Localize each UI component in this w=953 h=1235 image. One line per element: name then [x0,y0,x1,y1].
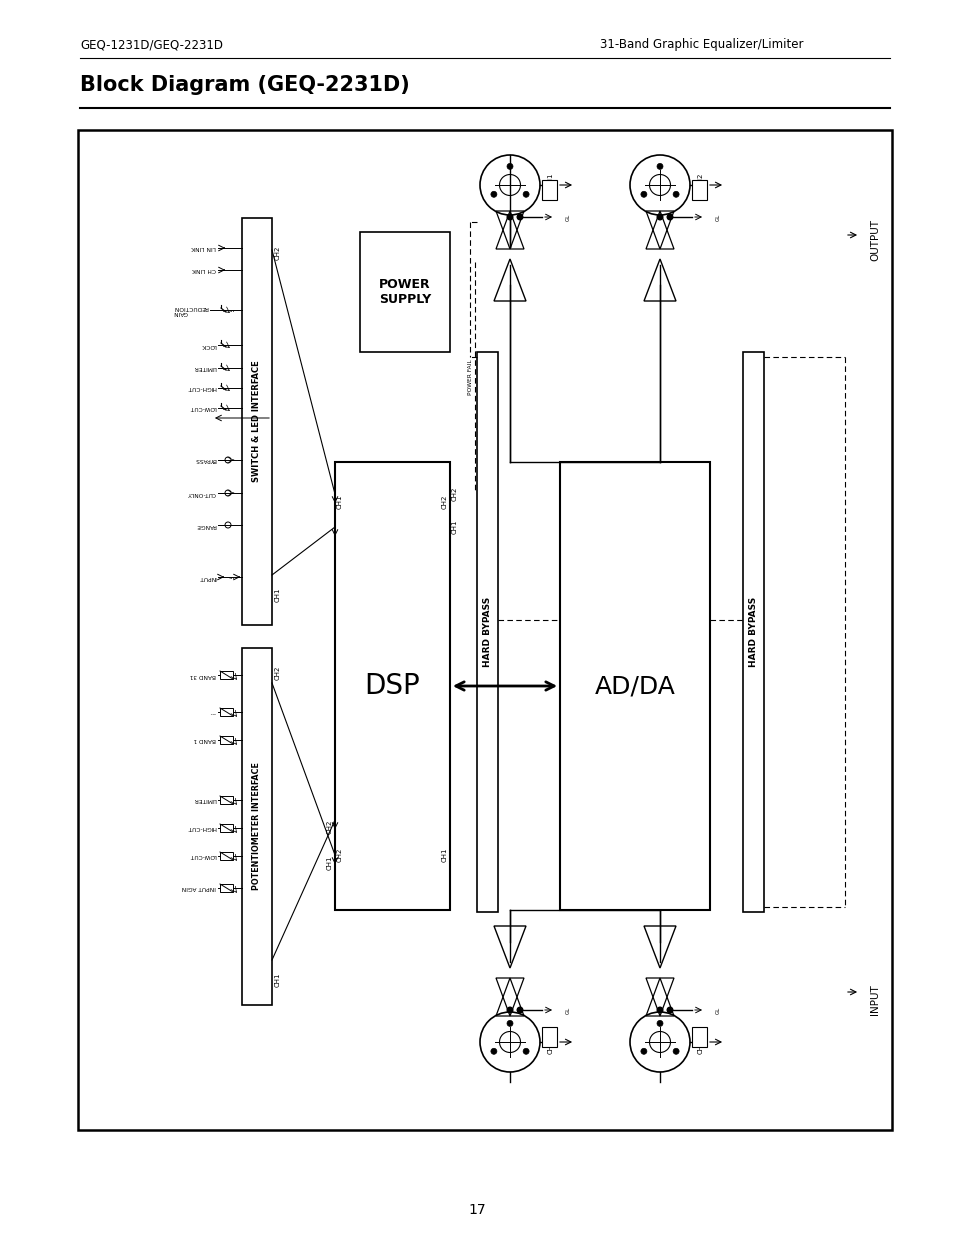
Text: CUT-ONLY: CUT-ONLY [187,490,215,495]
Bar [359,232,450,352]
Bar [335,462,450,910]
Bar [242,648,272,1005]
Text: ...: ... [228,308,234,312]
Text: BYPASS: BYPASS [193,457,215,462]
Circle shape [506,1007,513,1014]
Bar [559,462,709,910]
Text: GEQ-1231D/GEQ-2231D: GEQ-1231D/GEQ-2231D [80,38,223,51]
Text: ---: --- [210,709,215,715]
Bar [691,1028,706,1047]
Text: INPUT AGIN: INPUT AGIN [182,885,215,890]
Circle shape [516,214,523,221]
Bar [476,352,497,911]
Text: HIGH-CUT: HIGH-CUT [187,825,215,830]
Text: INPUT: INPUT [869,984,879,1015]
Text: POWER
SUPPLY: POWER SUPPLY [378,278,431,306]
Text: CH1: CH1 [336,495,343,509]
Text: CH1: CH1 [547,1040,554,1055]
Circle shape [506,214,513,221]
Bar [242,219,272,625]
Text: CH2: CH2 [274,666,281,680]
Circle shape [640,191,646,198]
Text: CH2: CH2 [441,495,448,509]
Text: AD/DA: AD/DA [594,674,675,698]
Circle shape [506,163,513,169]
Circle shape [516,1007,523,1014]
Text: POTENTIOMETER INTERFACE: POTENTIOMETER INTERFACE [253,762,261,890]
Bar [220,671,233,679]
Text: CH1: CH1 [547,173,554,188]
Circle shape [491,191,497,198]
Text: GL: GL [716,214,720,221]
Text: LOW-CUT: LOW-CUT [189,853,215,858]
Text: INPUT: INPUT [198,574,215,579]
Text: CH2: CH2 [274,246,281,261]
Bar [541,1028,557,1047]
Circle shape [673,191,679,198]
Bar [220,884,233,892]
Text: CH1: CH1 [274,588,281,603]
Text: CH2: CH2 [452,487,457,501]
Text: GL: GL [565,214,571,221]
Text: HARD BYPASS: HARD BYPASS [748,597,758,667]
Text: OUTPUT: OUTPUT [869,219,879,261]
Text: CH2: CH2 [698,1040,703,1055]
Text: GL: GL [565,1007,571,1014]
Bar [78,130,891,1130]
Text: CH1: CH1 [441,847,448,862]
Text: RANGE: RANGE [195,522,215,527]
Text: 17: 17 [468,1203,485,1216]
Text: LIN LINK: LIN LINK [191,246,215,251]
Text: CH LINK: CH LINK [192,268,215,273]
Text: SWITCH & LED INTERFACE: SWITCH & LED INTERFACE [253,361,261,483]
Text: LIMITER: LIMITER [193,798,215,803]
Circle shape [657,1020,662,1026]
Circle shape [666,214,673,221]
Text: POWER FAIL: POWER FAIL [468,359,473,395]
Text: CH2: CH2 [336,847,343,862]
Bar [220,852,233,860]
Text: GL: GL [716,1007,720,1014]
Circle shape [640,1049,646,1055]
Bar [220,736,233,743]
Text: BAND 31: BAND 31 [190,673,215,678]
Text: CH2: CH2 [698,173,703,188]
Circle shape [522,191,529,198]
Text: BAND 1: BAND 1 [193,737,215,742]
Bar [742,352,763,911]
Circle shape [656,214,662,221]
Circle shape [666,1007,673,1014]
Bar [541,180,557,200]
Circle shape [656,1007,662,1014]
Bar [220,708,233,716]
Text: CH1: CH1 [274,973,281,987]
Text: DSP: DSP [364,672,420,700]
Text: CH1: CH1 [452,520,457,535]
Text: ...: ... [228,574,234,580]
Circle shape [506,1020,513,1026]
Circle shape [657,163,662,169]
Circle shape [522,1049,529,1055]
Bar [220,824,233,832]
Text: LOCK: LOCK [200,342,215,347]
Circle shape [491,1049,497,1055]
Bar [220,797,233,804]
Bar [691,180,706,200]
Text: LIMITER: LIMITER [193,366,215,370]
Text: LOW-CUT: LOW-CUT [189,405,215,410]
Text: GAIN
REDUCTION: GAIN REDUCTION [172,305,208,315]
Text: HIGH-CUT: HIGH-CUT [187,385,215,390]
Text: CH1: CH1 [327,855,333,869]
Text: CH2: CH2 [327,820,333,835]
Text: 31-Band Graphic Equalizer/Limiter: 31-Band Graphic Equalizer/Limiter [599,38,802,51]
Circle shape [673,1049,679,1055]
Text: Block Diagram (GEQ-2231D): Block Diagram (GEQ-2231D) [80,75,410,95]
Text: HARD BYPASS: HARD BYPASS [482,597,492,667]
